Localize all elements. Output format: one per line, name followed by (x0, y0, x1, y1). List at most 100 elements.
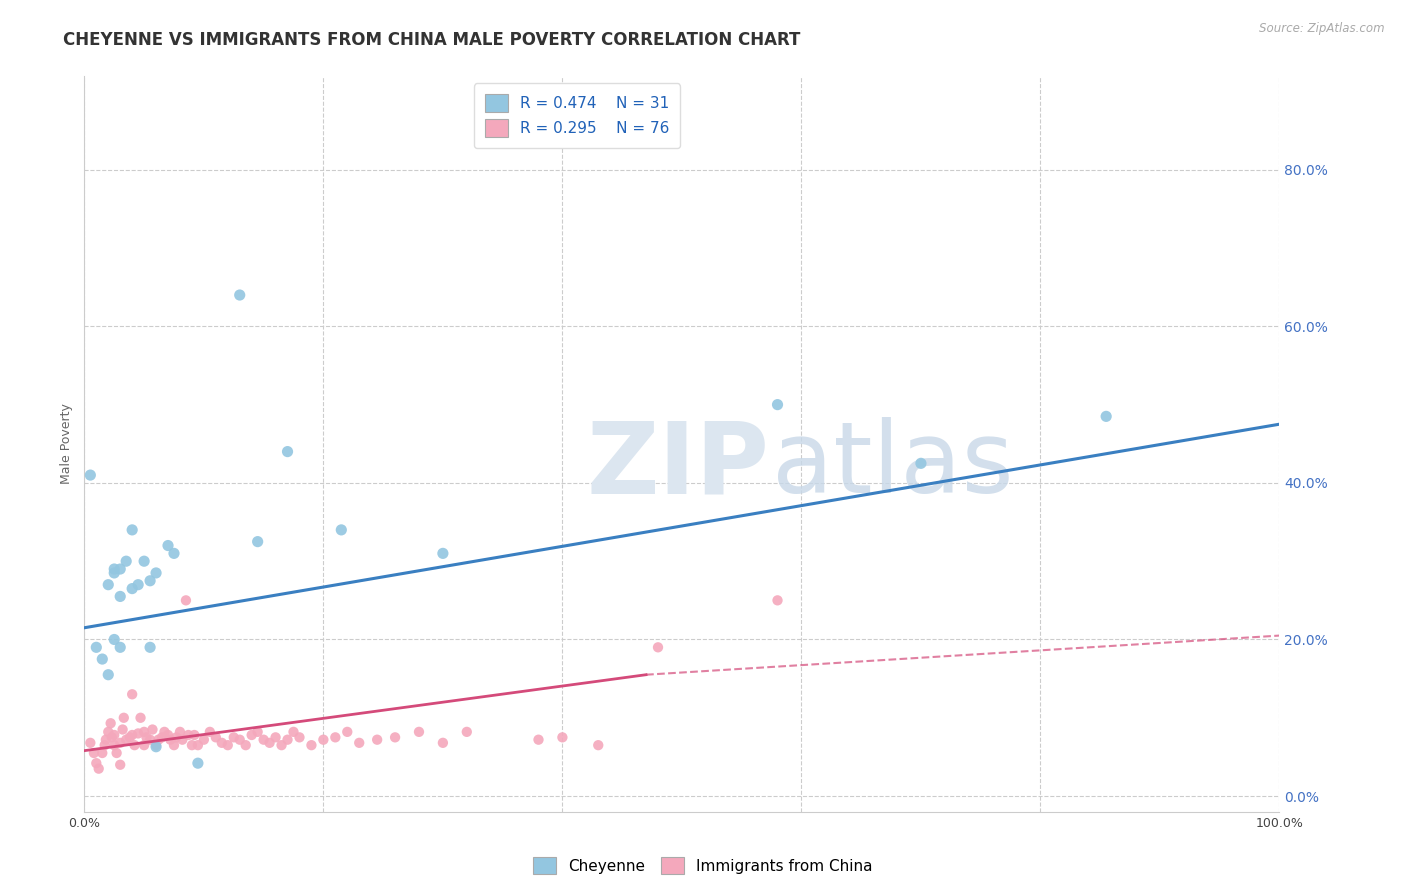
Text: CHEYENNE VS IMMIGRANTS FROM CHINA MALE POVERTY CORRELATION CHART: CHEYENNE VS IMMIGRANTS FROM CHINA MALE P… (63, 31, 800, 49)
Point (121, 687, 143, 701)
Point (97, 724, 120, 739)
Point (115, 732, 138, 747)
Point (103, 738, 125, 752)
Point (163, 546, 186, 560)
Point (157, 728, 180, 742)
Point (312, 732, 335, 747)
Point (165, 731, 187, 745)
Point (103, 728, 125, 742)
Point (97, 577, 120, 591)
Point (187, 756, 209, 771)
Point (103, 566, 125, 580)
Point (181, 738, 204, 752)
Legend: R = 0.474    N = 31, R = 0.295    N = 76: R = 0.474 N = 31, R = 0.295 N = 76 (474, 84, 681, 148)
Point (124, 738, 146, 752)
Point (1095, 409, 1118, 424)
Point (527, 732, 550, 747)
Point (83, 746, 105, 760)
Point (103, 632, 125, 647)
Point (110, 640, 132, 655)
Point (145, 739, 167, 754)
Point (110, 562, 132, 576)
Point (766, 593, 789, 607)
Point (86, 640, 108, 655)
Point (766, 398, 789, 412)
Point (198, 724, 221, 739)
Point (288, 731, 311, 745)
Point (217, 738, 239, 752)
Point (211, 736, 233, 750)
Point (91, 746, 114, 760)
Point (193, 732, 215, 747)
Text: atlas: atlas (772, 417, 1014, 515)
Point (283, 724, 305, 739)
Point (127, 726, 149, 740)
Point (79, 736, 101, 750)
Point (172, 732, 194, 747)
Point (111, 723, 134, 737)
Point (148, 732, 170, 747)
Point (121, 523, 143, 537)
Point (384, 731, 406, 745)
Text: Source: ZipAtlas.com: Source: ZipAtlas.com (1260, 22, 1385, 36)
Point (105, 746, 128, 760)
Point (270, 738, 292, 752)
Point (118, 731, 141, 745)
Point (277, 732, 299, 747)
Point (145, 566, 167, 580)
Point (336, 724, 359, 739)
Point (432, 546, 454, 560)
Point (132, 724, 156, 739)
Point (139, 574, 162, 588)
Point (97, 667, 120, 681)
Point (456, 724, 478, 739)
Point (110, 590, 132, 604)
Point (150, 731, 173, 745)
Point (94, 732, 117, 747)
Point (301, 738, 323, 752)
Point (183, 728, 205, 742)
Point (79, 468, 101, 483)
Point (86, 756, 108, 771)
Point (330, 523, 353, 537)
Point (132, 738, 156, 752)
Point (246, 724, 269, 739)
Point (112, 711, 135, 725)
Point (103, 562, 125, 576)
Point (259, 736, 281, 750)
Point (110, 736, 132, 750)
Point (253, 732, 276, 747)
Point (115, 554, 138, 568)
Point (157, 539, 180, 553)
Point (100, 716, 122, 731)
Point (159, 732, 181, 747)
Point (235, 738, 257, 752)
Point (349, 736, 371, 750)
Point (647, 640, 669, 655)
Point (174, 593, 197, 607)
Point (139, 732, 162, 747)
Point (163, 738, 186, 752)
Point (101, 731, 124, 745)
Point (222, 731, 245, 745)
Point (264, 731, 287, 745)
Point (141, 723, 163, 737)
Point (110, 757, 132, 772)
Point (153, 724, 176, 739)
Point (432, 736, 454, 750)
Point (277, 444, 299, 458)
Point (93, 738, 115, 752)
Y-axis label: Male Poverty: Male Poverty (59, 403, 73, 484)
Point (127, 577, 149, 591)
Point (910, 456, 932, 470)
Point (177, 728, 200, 742)
Point (229, 288, 252, 302)
Point (145, 738, 167, 752)
Point (132, 554, 156, 568)
Point (205, 731, 228, 745)
Point (135, 731, 157, 745)
Legend: Cheyenne, Immigrants from China: Cheyenne, Immigrants from China (527, 851, 879, 880)
Point (246, 534, 269, 549)
Point (91, 652, 114, 666)
Point (121, 728, 143, 742)
